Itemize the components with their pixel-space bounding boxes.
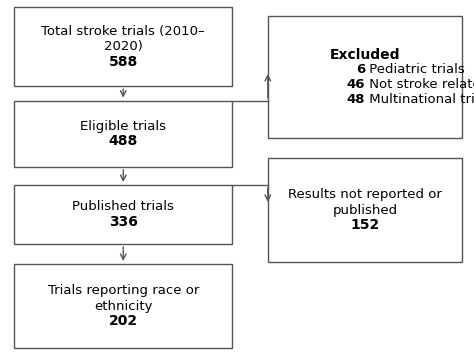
Text: ethnicity: ethnicity bbox=[94, 299, 153, 313]
Text: Eligible trials: Eligible trials bbox=[80, 120, 166, 133]
Text: 202: 202 bbox=[109, 314, 138, 328]
Text: 588: 588 bbox=[109, 55, 138, 69]
Text: Published trials: Published trials bbox=[73, 200, 174, 214]
Text: Trials reporting race or: Trials reporting race or bbox=[47, 284, 199, 298]
Bar bbox=[14, 7, 232, 86]
Bar bbox=[268, 158, 462, 262]
Bar bbox=[268, 16, 462, 138]
Text: 6: 6 bbox=[356, 63, 365, 76]
Text: Pediatric trials: Pediatric trials bbox=[365, 63, 465, 76]
Text: Results not reported or: Results not reported or bbox=[288, 188, 442, 201]
Text: 2020): 2020) bbox=[104, 40, 143, 53]
Text: 152: 152 bbox=[350, 218, 380, 232]
Text: published: published bbox=[332, 204, 398, 216]
Text: Excluded: Excluded bbox=[330, 48, 400, 61]
Text: 46: 46 bbox=[346, 78, 365, 91]
Text: 48: 48 bbox=[346, 93, 365, 106]
Bar bbox=[14, 101, 232, 167]
Bar bbox=[14, 264, 232, 348]
Text: Multinational trials: Multinational trials bbox=[365, 93, 474, 106]
Bar bbox=[14, 185, 232, 244]
Text: Not stroke related: Not stroke related bbox=[365, 78, 474, 91]
Text: 488: 488 bbox=[109, 134, 138, 148]
Text: Total stroke trials (2010–: Total stroke trials (2010– bbox=[41, 25, 205, 38]
Text: 336: 336 bbox=[109, 215, 137, 229]
